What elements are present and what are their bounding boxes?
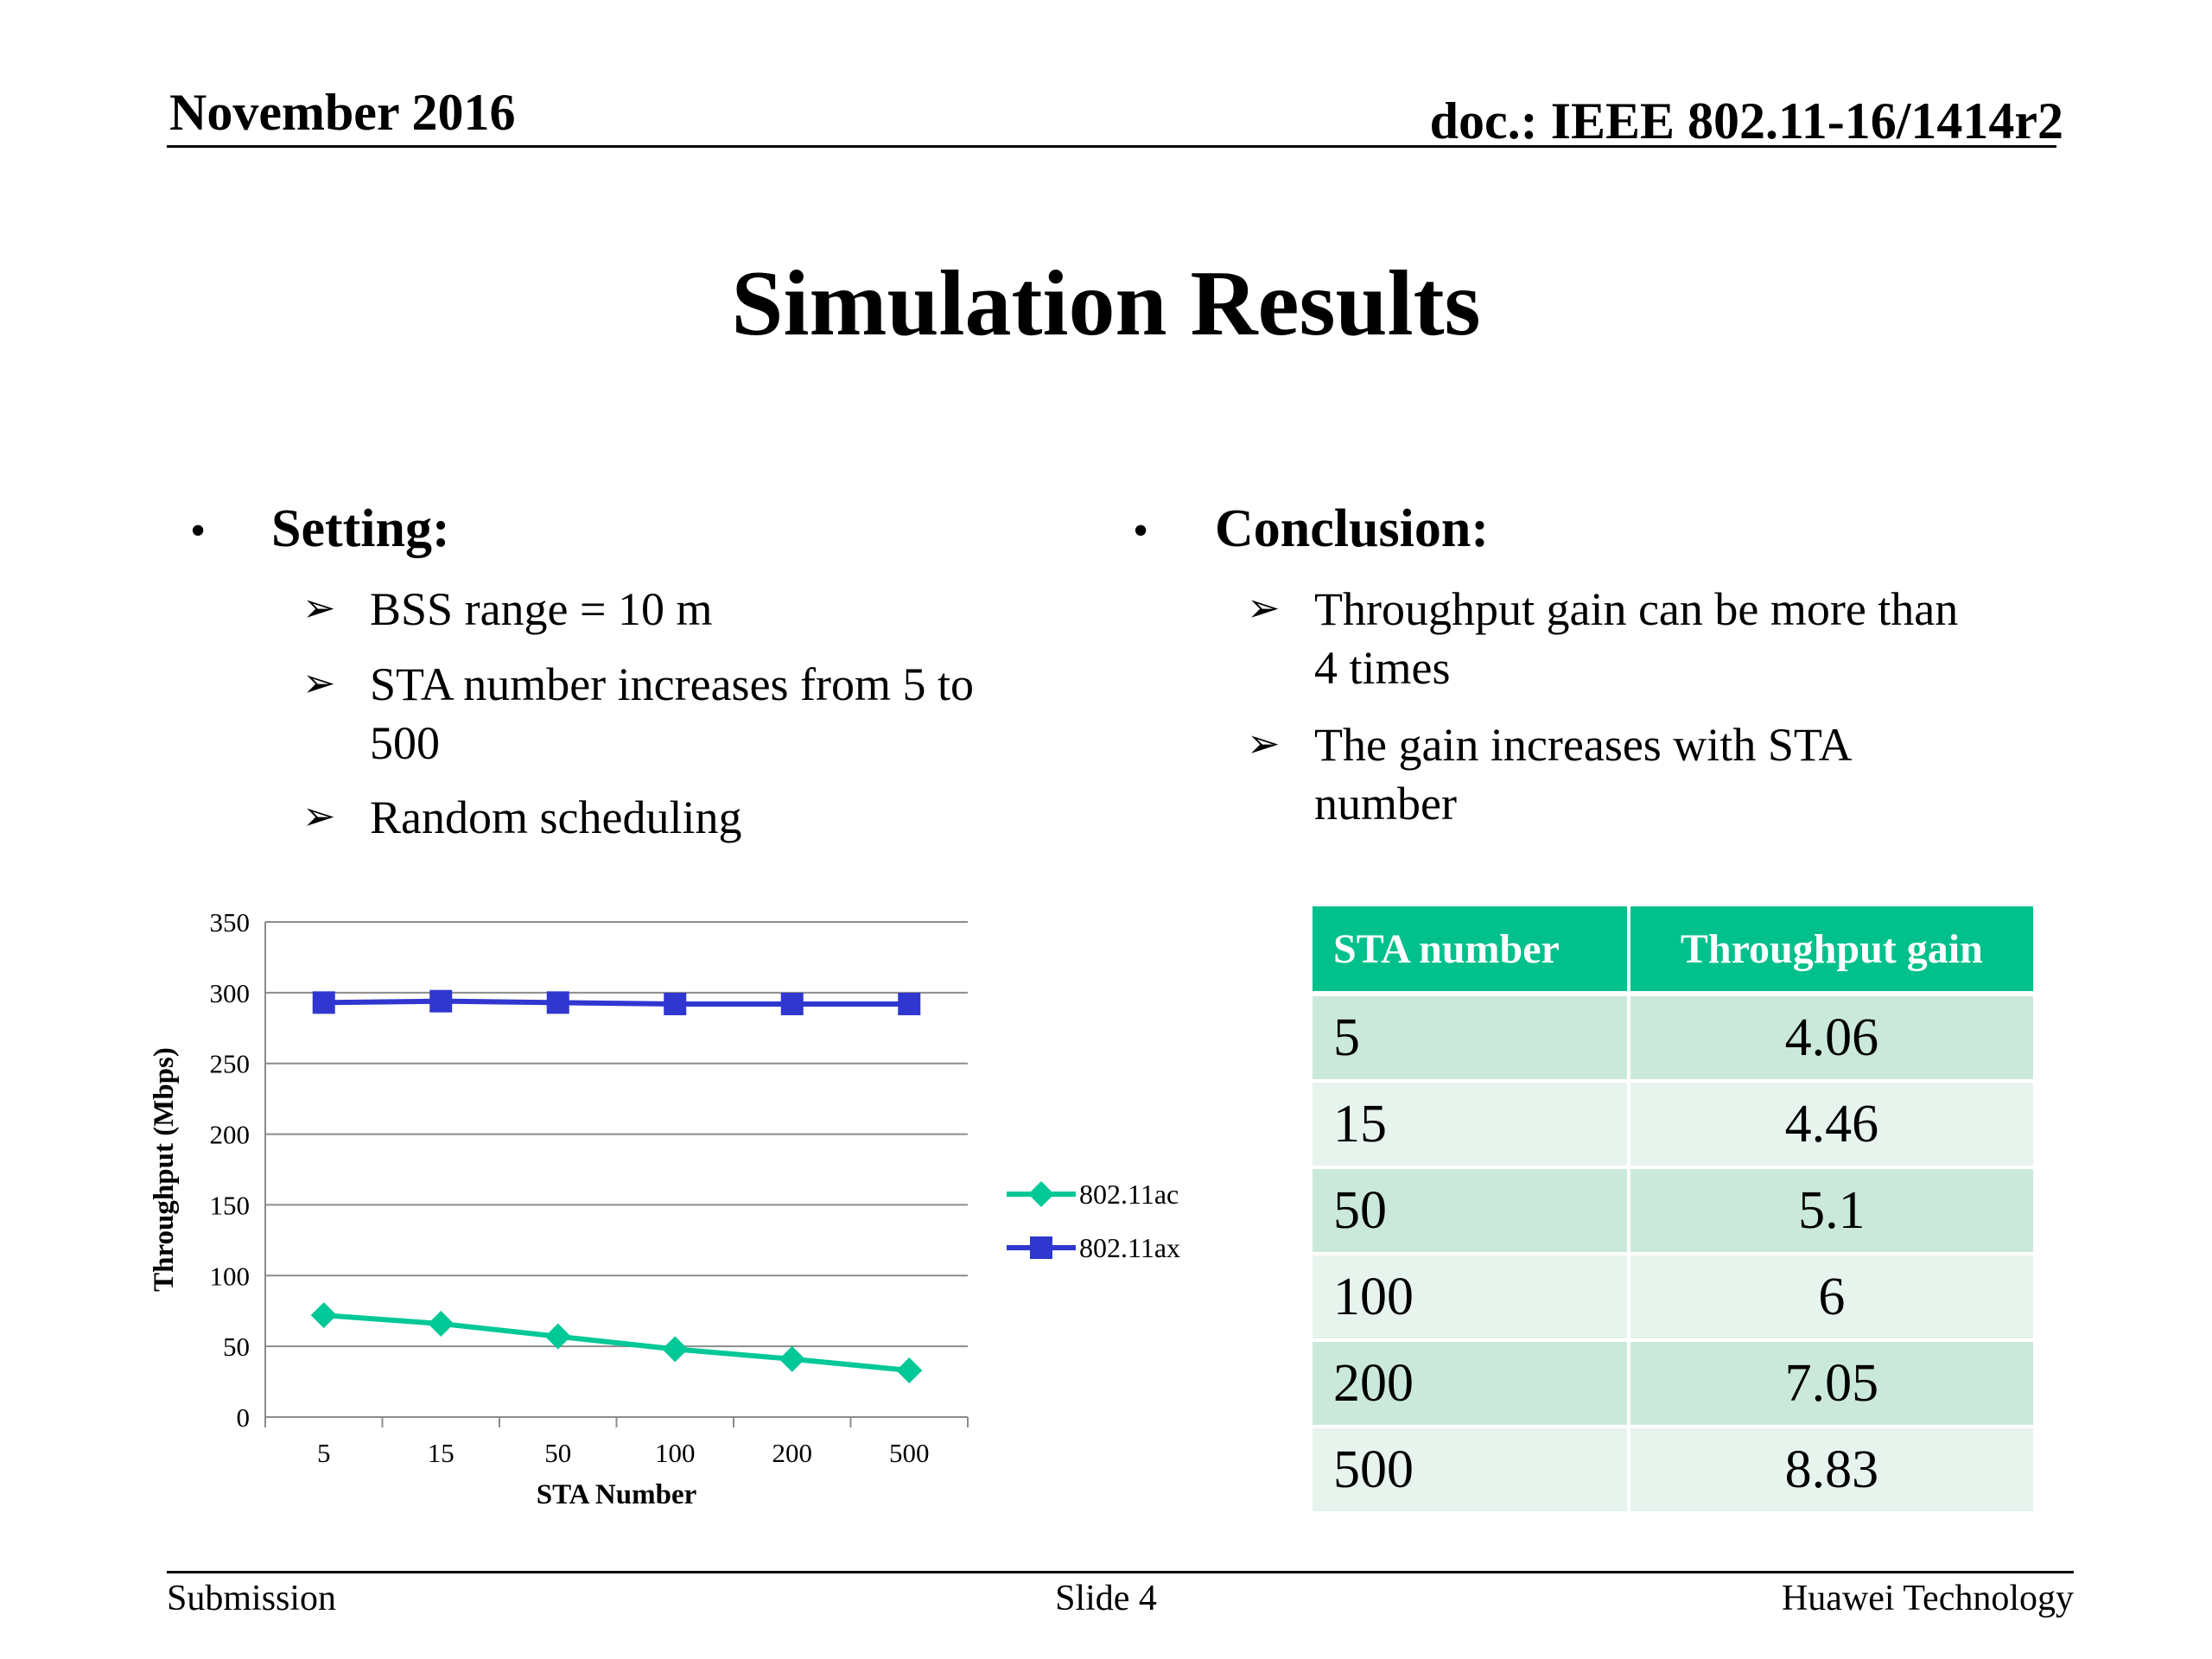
arrow-bullet-icon: ➢ (302, 586, 336, 630)
throughput-gain-table: STA number Throughput gain 5 4.06 15 4.4… (1313, 906, 2033, 1515)
chart-x-tick-label: 50 (544, 1438, 571, 1468)
data-point-802-11ax (429, 989, 453, 1013)
data-point-802-11ac (428, 1310, 454, 1337)
table-row: 100 6 (1313, 1255, 2033, 1342)
chart-y-tick-label: 350 (210, 907, 251, 938)
chart-x-tick-label: 5 (317, 1438, 331, 1468)
data-point-802-11ax (664, 992, 687, 1015)
table-cell-sta: 15 (1313, 1083, 1630, 1169)
table-cell-sta: 500 (1313, 1428, 1630, 1515)
footer-submission: Submission (167, 1579, 337, 1618)
footer-slide-number: Slide 4 (1055, 1579, 1157, 1618)
conclusion-heading: Conclusion: (1215, 499, 1489, 558)
conclusion-item-1-line-2: 4 times (1314, 642, 1451, 694)
data-point-802-11ac (779, 1345, 805, 1372)
table-cell-sta: 5 (1313, 996, 1630, 1083)
chart-y-tick-label: 200 (210, 1120, 251, 1150)
table-cell-gain: 7.05 (1630, 1342, 2033, 1428)
chart-y-tick-label: 150 (210, 1190, 251, 1220)
series-line-802-11ax (323, 998, 910, 1007)
header-date: November 2016 (169, 84, 516, 141)
legend-label-802-11ax: 802.11ax (1079, 1232, 1180, 1263)
throughput-line-chart: 0 50 100 150 200 250 300 350 5 15 50 100 200 500 STA N… (149, 907, 1180, 1510)
chart-x-tick-label: 15 (428, 1438, 454, 1468)
data-point-802-11ac (310, 1302, 337, 1329)
series-line-802-11ac (323, 1313, 910, 1373)
arrow-bullet-icon: ➢ (1247, 586, 1281, 630)
header-rule (167, 145, 2056, 148)
setting-item-1: BSS range = 10 m (370, 583, 713, 635)
table-header-throughput-gain: Throughput gain (1630, 906, 2033, 996)
table-cell-gain: 5.1 (1630, 1169, 2033, 1255)
data-point-802-11ax (780, 992, 804, 1015)
chart-x-axis-label: STA Number (537, 1479, 697, 1510)
arrow-bullet-icon: ➢ (302, 661, 336, 705)
chart-y-tick-label: 250 (210, 1049, 251, 1079)
data-point-802-11ac (896, 1357, 923, 1383)
footer-company: Huawei Technology (1781, 1579, 2074, 1618)
conclusion-item-1-line-1: Throughput gain can be more than (1314, 583, 1959, 635)
arrow-bullet-icon: ➢ (302, 794, 336, 838)
setting-item-3: Random scheduling (370, 791, 742, 843)
conclusion-item-2-line-2: number (1314, 778, 1457, 830)
bullet-dot-setting: • (190, 506, 207, 556)
data-point-802-11ac (544, 1323, 571, 1350)
legend-marker-802-11ax (1030, 1236, 1052, 1259)
header-doc-id: doc.: IEEE 802.11-16/1414r2 (1429, 92, 2063, 149)
table-cell-gain: 4.46 (1630, 1083, 2033, 1169)
table-cell-sta: 50 (1313, 1169, 1630, 1255)
data-point-802-11ax (546, 991, 569, 1014)
chart-y-tick-label: 50 (223, 1332, 250, 1362)
chart-x-tick-label: 200 (772, 1438, 813, 1468)
footer-rule (167, 1571, 2074, 1573)
setting-heading: Setting: (271, 499, 450, 558)
data-point-802-11ac (662, 1336, 689, 1363)
table-row: 200 7.05 (1313, 1342, 2033, 1428)
table-cell-sta: 200 (1313, 1342, 1630, 1428)
data-point-802-11ax (898, 992, 921, 1015)
chart-x-tick-label: 100 (655, 1438, 696, 1468)
bullet-dot-conclusion: • (1133, 506, 1149, 556)
table-cell-gain: 4.06 (1630, 996, 2033, 1083)
table-row: 500 8.83 (1313, 1428, 2033, 1515)
setting-item-2-line-2: 500 (370, 717, 440, 769)
slide-title: Simulation Results (731, 252, 1481, 355)
chart-y-tick-label: 300 (210, 978, 251, 1008)
arrow-bullet-icon: ➢ (1247, 721, 1281, 766)
chart-y-tick-label: 100 (210, 1261, 251, 1291)
table-row: 15 4.46 (1313, 1083, 2033, 1169)
table-cell-sta: 100 (1313, 1255, 1630, 1342)
data-point-802-11ax (312, 991, 335, 1014)
conclusion-item-2-line-1: The gain increases with STA (1314, 719, 1853, 771)
chart-y-tick-label: 0 (237, 1402, 251, 1433)
table-row: 50 5.1 (1313, 1169, 2033, 1255)
setting-item-2-line-1: STA number increases from 5 to (370, 658, 975, 710)
table-row: 5 4.06 (1313, 996, 2033, 1083)
legend-label-802-11ac: 802.11ac (1079, 1179, 1179, 1210)
table-header-row: STA number Throughput gain (1313, 906, 2033, 996)
chart-y-axis-label: Throughput (Mbps) (149, 1047, 180, 1292)
table-header-sta-number: STA number (1313, 906, 1630, 996)
legend-marker-802-11ac (1028, 1181, 1054, 1207)
chart-x-tick-label: 500 (889, 1438, 930, 1468)
table-cell-gain: 8.83 (1630, 1428, 2033, 1515)
table-cell-gain: 6 (1630, 1255, 2033, 1342)
